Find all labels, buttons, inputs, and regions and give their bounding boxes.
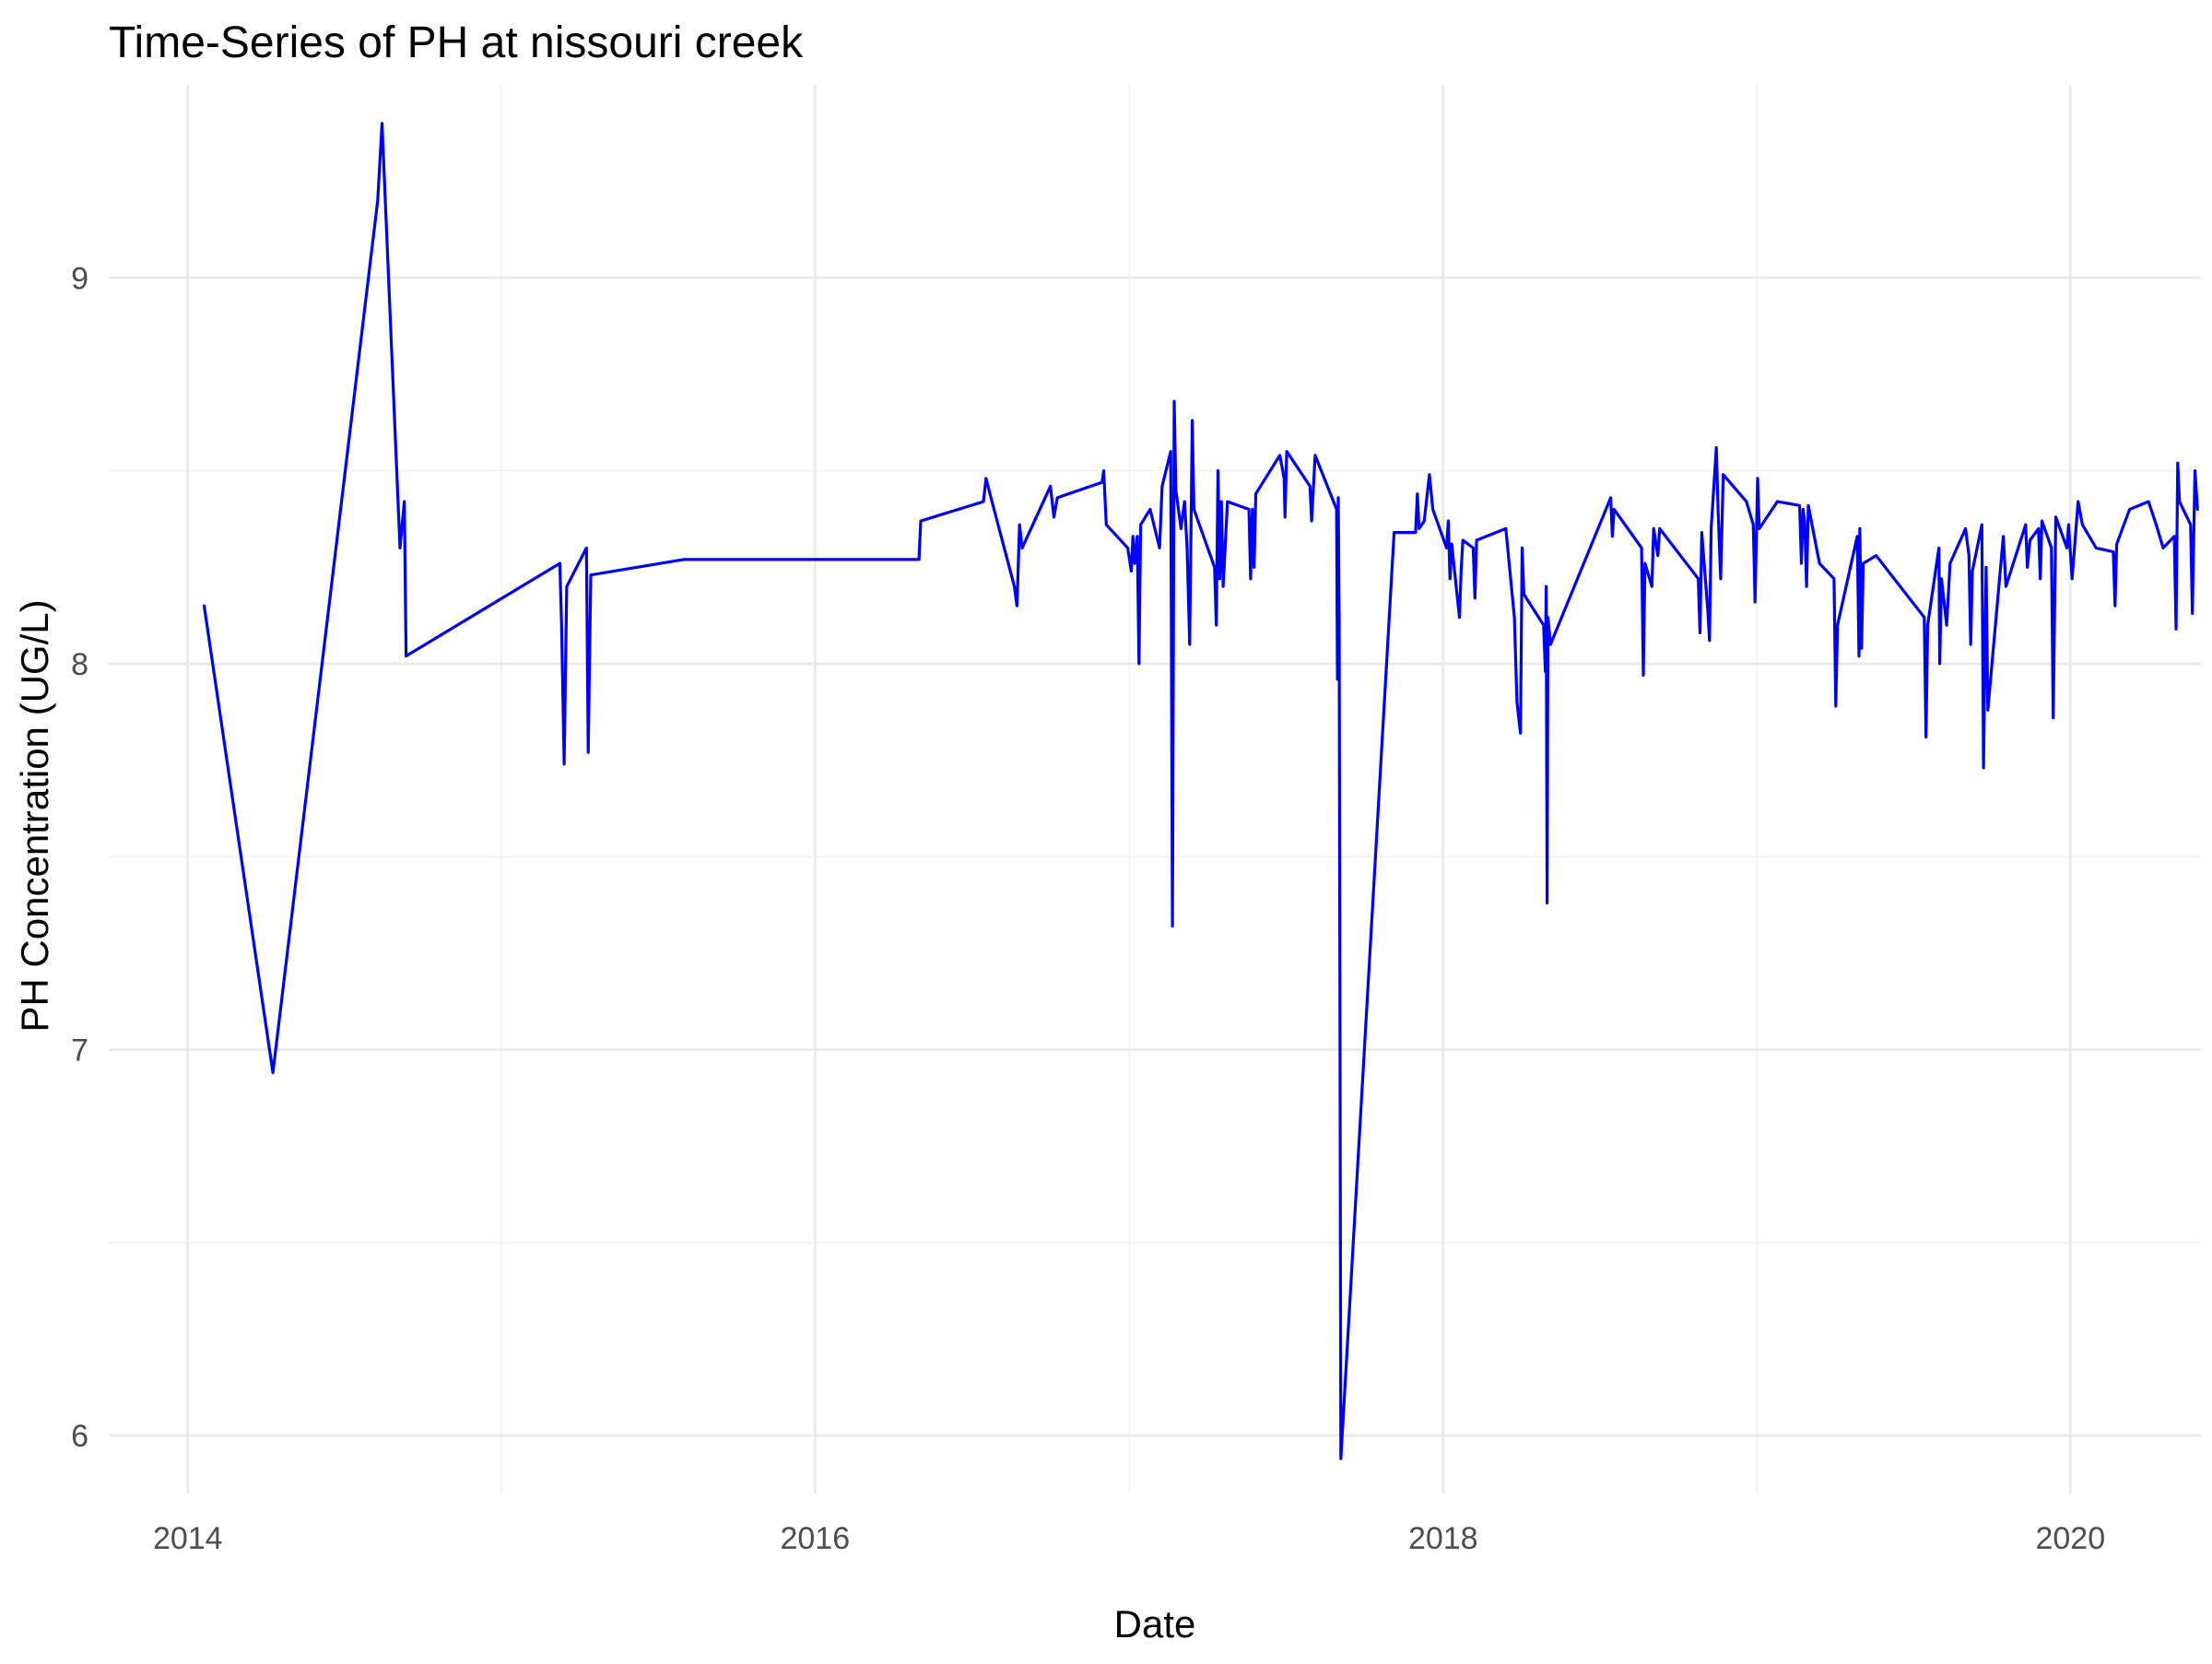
tick-layer: 6 7 8 9 2014 2016 2018 2020 [71, 261, 2105, 1556]
x-tick-label: 2018 [1408, 1521, 1478, 1556]
grid-layer [109, 85, 2201, 1493]
x-tick-label: 2014 [153, 1521, 223, 1556]
y-tick-label: 6 [71, 1419, 88, 1454]
y-axis-title: PH Concentration (UG/L) [13, 599, 56, 1032]
series-layer [202, 122, 2199, 1460]
y-tick-label: 7 [71, 1033, 88, 1068]
chart-title: Time-Series of PH at nissouri creek [109, 18, 804, 67]
series-line [202, 122, 2199, 1460]
x-axis-title: Date [1114, 1602, 1196, 1646]
y-tick-label: 8 [71, 647, 88, 682]
y-tick-label: 9 [71, 261, 88, 296]
x-tick-label: 2016 [780, 1521, 850, 1556]
x-tick-label: 2020 [2035, 1521, 2105, 1556]
